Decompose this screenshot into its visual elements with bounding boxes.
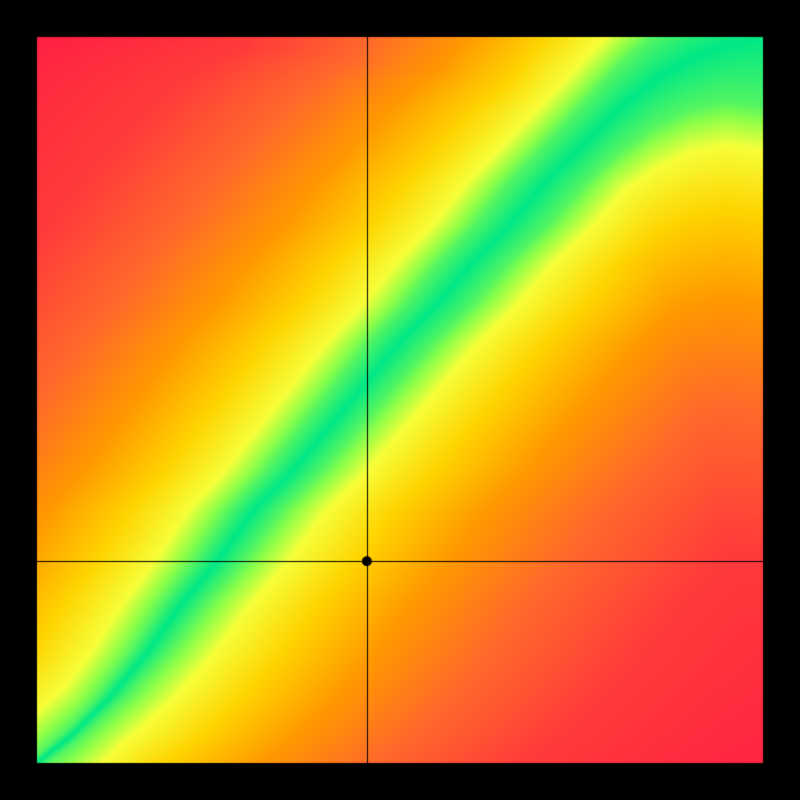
bottleneck-heatmap (0, 0, 800, 800)
